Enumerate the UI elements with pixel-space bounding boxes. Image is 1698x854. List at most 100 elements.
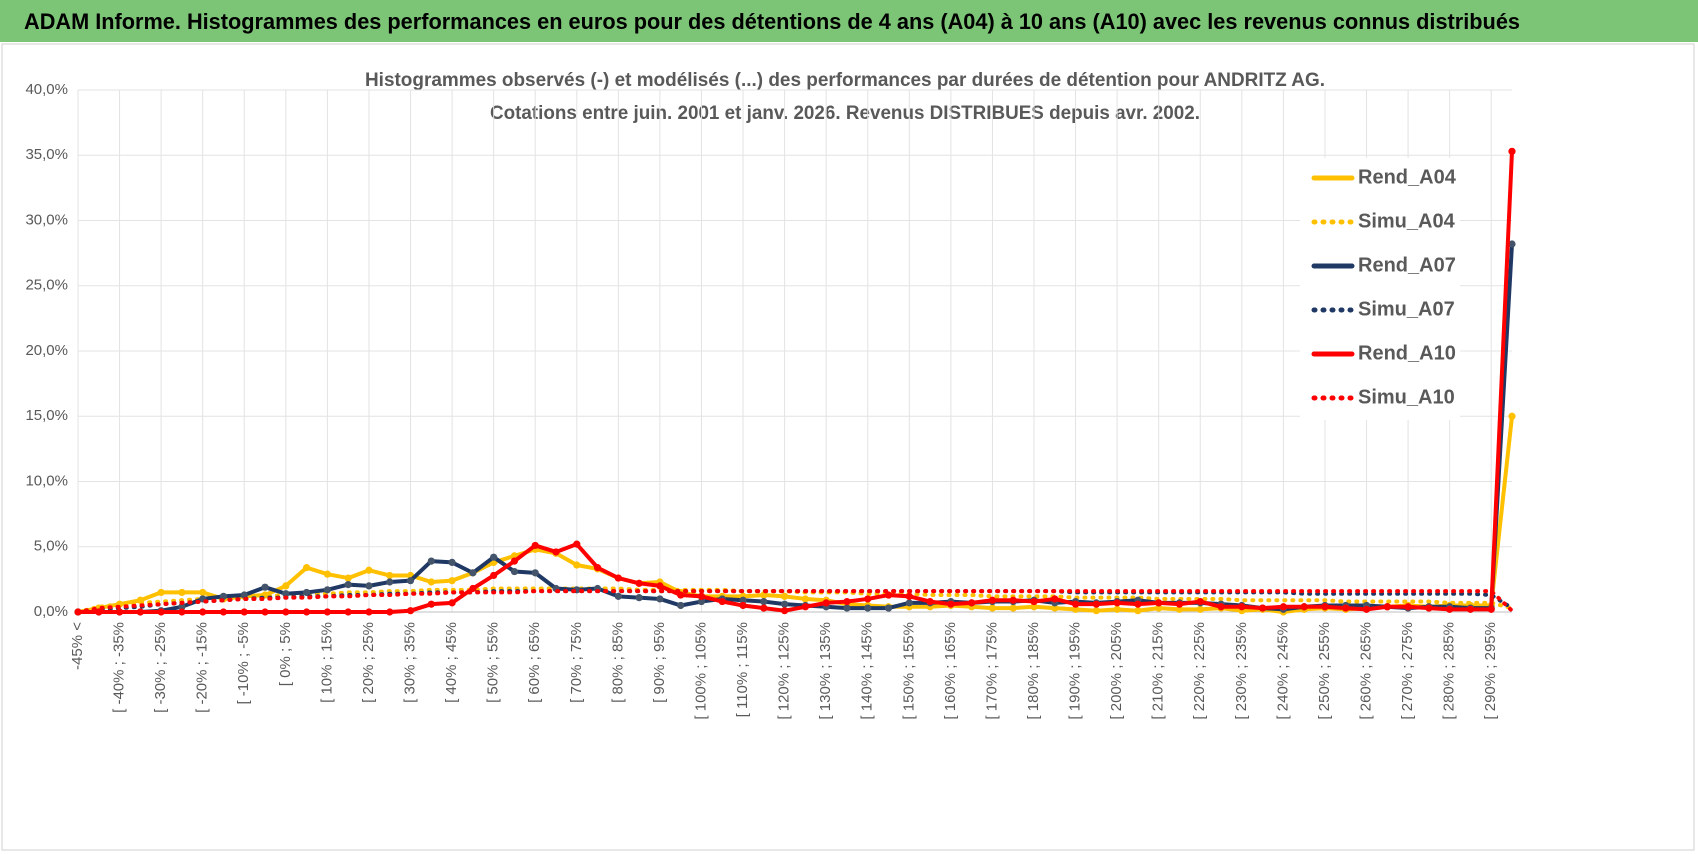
series-marker <box>386 608 394 616</box>
series-marker <box>1446 605 1454 613</box>
series-marker <box>760 591 768 599</box>
series-marker <box>1009 596 1017 604</box>
x-tick-label: [ 80% ; 85% <box>609 622 626 703</box>
series-marker <box>365 566 373 574</box>
x-tick-label: [ 210% ; 215% <box>1150 622 1167 720</box>
series-marker <box>843 597 851 606</box>
series-marker <box>864 595 872 603</box>
series-marker <box>1113 605 1121 613</box>
chart-frame <box>1 43 1695 851</box>
series-marker <box>905 599 913 607</box>
series-marker <box>905 592 913 600</box>
series-marker <box>448 599 456 607</box>
series-marker <box>490 553 498 561</box>
series-marker <box>926 597 934 606</box>
series-marker <box>1092 600 1100 608</box>
x-tick-label: [ 190% ; 195% <box>1067 622 1084 720</box>
series-marker <box>1051 595 1059 603</box>
series-marker <box>1508 412 1516 420</box>
series-marker <box>261 608 269 616</box>
series-marker <box>157 588 165 597</box>
x-tick-label: [ 70% ; 75% <box>568 622 585 703</box>
series-marker <box>988 604 997 612</box>
series-marker <box>1508 240 1516 248</box>
series-marker <box>801 595 809 603</box>
series-marker <box>386 571 394 580</box>
x-tick-label: [ 220% ; 225% <box>1191 622 1208 720</box>
y-tick-label: 40,0% <box>25 81 68 98</box>
series-marker <box>240 608 248 616</box>
x-tick-label: [ -40% ; -35% <box>111 622 128 713</box>
chart-subtitle: Cotations entre juin. 2001 et janv. 2026… <box>490 103 1200 124</box>
legend-label: Rend_A07 <box>1358 254 1456 276</box>
x-tick-label: [ 10% ; 15% <box>318 622 335 703</box>
series-marker <box>573 540 581 548</box>
x-tick-label: [ 150% ; 155% <box>900 622 917 720</box>
series-marker <box>199 588 207 597</box>
series-line <box>76 149 1514 614</box>
x-tick-label: [ 230% ; 235% <box>1233 622 1250 720</box>
series-marker <box>406 577 415 585</box>
series-marker <box>344 608 352 616</box>
x-tick-label: [ 290% ; 295% <box>1482 622 1499 720</box>
series-marker <box>781 600 789 608</box>
series-marker <box>635 579 643 587</box>
series-marker <box>1134 607 1142 615</box>
series-marker <box>1342 604 1350 612</box>
series-marker <box>115 608 124 616</box>
series-marker <box>1175 605 1184 613</box>
series-marker <box>739 601 747 610</box>
header-title: ADAM Informe. Histogrammes des performan… <box>24 9 1520 34</box>
series-marker <box>510 557 519 565</box>
legend-label: Rend_A04 <box>1358 166 1457 188</box>
series-marker <box>219 592 228 600</box>
x-tick-label: [ -20% ; -15% <box>194 622 211 713</box>
series-marker <box>95 608 103 616</box>
series-marker <box>427 578 435 586</box>
series-marker <box>1383 603 1391 611</box>
series-marker <box>1466 605 1475 613</box>
series-marker <box>344 580 352 589</box>
series-marker <box>697 592 706 600</box>
series-marker <box>656 595 664 603</box>
series-marker <box>1196 597 1204 606</box>
y-tick-label: 35,0% <box>25 146 68 163</box>
series-marker <box>1092 607 1100 615</box>
y-tick-label: 20,0% <box>25 342 68 359</box>
series-marker <box>531 541 539 550</box>
series-marker <box>303 588 311 597</box>
series-marker <box>988 596 997 604</box>
chart-title: Histogrammes observés (-) et modélisés (… <box>365 70 1325 91</box>
series-marker <box>760 597 768 606</box>
series-marker <box>781 592 789 600</box>
series-marker <box>510 567 519 576</box>
series-marker <box>677 601 685 610</box>
x-tick-label: [ 100% ; 105% <box>692 622 709 720</box>
legend-label: Simu_A10 <box>1358 386 1455 408</box>
x-tick-label: [ 180% ; 185% <box>1025 622 1042 720</box>
series-marker <box>1404 603 1412 611</box>
series-marker <box>531 569 539 577</box>
y-tick-label: 15,0% <box>25 407 68 424</box>
series-marker <box>469 584 477 593</box>
series-marker <box>323 586 331 594</box>
series-marker <box>427 600 435 608</box>
series-marker <box>1030 603 1038 611</box>
x-tick-label: -45% < <box>69 622 86 670</box>
x-tick-label: [ 260% ; 265% <box>1357 622 1374 720</box>
series-marker <box>448 577 456 585</box>
series-marker <box>614 592 622 600</box>
series-marker <box>739 596 747 604</box>
legend-label: Simu_A04 <box>1358 210 1456 232</box>
series-marker <box>1279 603 1287 611</box>
series-marker <box>282 590 290 598</box>
x-tick-label: [ -30% ; -25% <box>152 622 169 713</box>
x-tick-label: [ 120% ; 125% <box>776 622 793 720</box>
series-marker <box>1051 604 1059 612</box>
x-tick-label: [ 30% ; 35% <box>401 622 418 703</box>
series-marker <box>947 600 955 608</box>
y-tick-label: 25,0% <box>25 277 68 294</box>
x-tick-label: [ 40% ; 45% <box>443 622 460 703</box>
series-marker <box>178 603 186 611</box>
